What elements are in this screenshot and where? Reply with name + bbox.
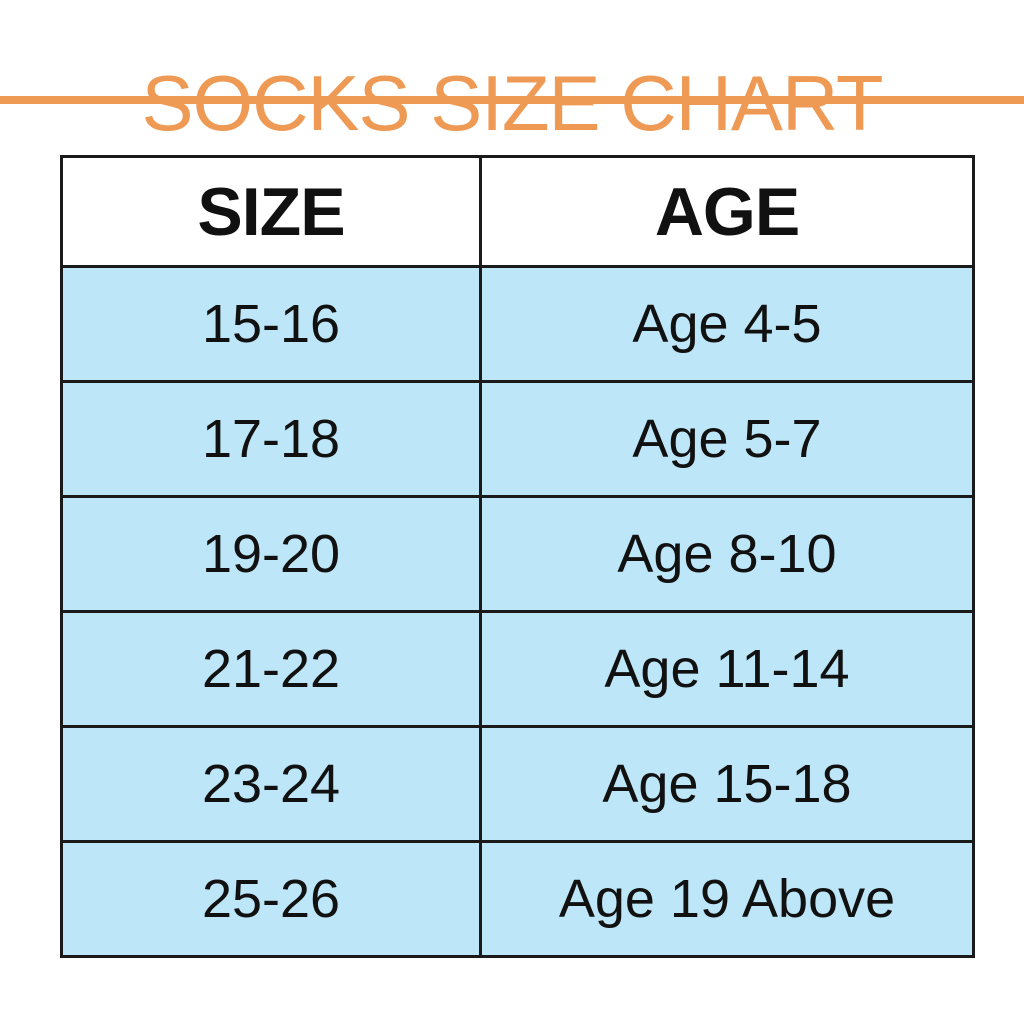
size-cell: 17-18 — [60, 380, 482, 498]
size-column-header: SIZE — [60, 155, 482, 268]
table-row: 21-22 Age 11-14 — [60, 610, 975, 728]
table-row: 17-18 Age 5-7 — [60, 380, 975, 498]
size-chart-table: SIZE AGE 15-16 Age 4-5 17-18 Age 5-7 19-… — [60, 155, 975, 958]
age-cell: Age 4-5 — [479, 265, 975, 383]
age-column-header: AGE — [479, 155, 975, 268]
age-cell: Age 19 Above — [479, 840, 975, 958]
size-cell: 19-20 — [60, 495, 482, 613]
age-cell: Age 11-14 — [479, 610, 975, 728]
table-row: 23-24 Age 15-18 — [60, 725, 975, 843]
table-header-row: SIZE AGE — [60, 155, 975, 268]
age-cell: Age 8-10 — [479, 495, 975, 613]
size-cell: 23-24 — [60, 725, 482, 843]
age-cell: Age 5-7 — [479, 380, 975, 498]
table-row: 19-20 Age 8-10 — [60, 495, 975, 613]
size-cell: 21-22 — [60, 610, 482, 728]
title-underline — [0, 96, 1024, 104]
age-cell: Age 15-18 — [479, 725, 975, 843]
size-cell: 15-16 — [60, 265, 482, 383]
size-cell: 25-26 — [60, 840, 482, 958]
table-row: 25-26 Age 19 Above — [60, 840, 975, 958]
table-row: 15-16 Age 4-5 — [60, 265, 975, 383]
